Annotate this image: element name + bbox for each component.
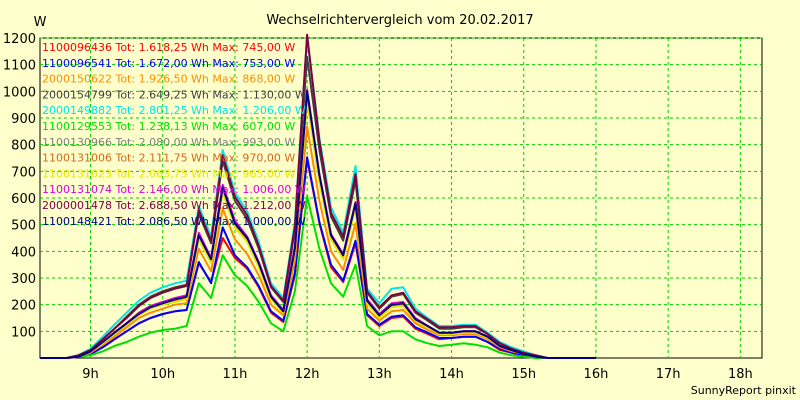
y-tick-label: 500 [11,219,36,234]
chart-title: Wechselrichtervergleich vom 20.02.2017 [266,13,533,28]
legend: 1100096436 Tot: 1.618,25 Wh Max: 745,00 … [42,41,306,228]
x-tick-label: 10h [150,367,175,382]
series-line [40,90,596,359]
y-tick-label: 100 [11,325,36,340]
series-line [40,33,596,359]
gridlines [40,37,762,358]
series-line [40,125,596,359]
y-tick-label: 1100 [3,59,36,74]
legend-entry: 1100131006 Tot: 2.111,75 Wh Max: 970,00 … [42,152,295,165]
legend-entry: 1100131074 Tot: 2.146,00 Wh Max: 1.006,0… [42,183,306,196]
legend-entry: 1100129553 Tot: 1.238,13 Wh Max: 607,00 … [42,120,295,133]
x-tick-label: 17h [656,367,681,382]
legend-entry: 1100130966 Tot: 2.080,00 Wh Max: 993,00 … [42,136,295,149]
y-tick-label: 300 [11,272,36,287]
x-tick-label: 16h [584,367,609,382]
series-line [40,195,596,359]
legend-entry: 1100096436 Tot: 1.618,25 Wh Max: 745,00 … [42,41,295,54]
y-tick-label: 700 [11,165,36,180]
legend-entry: 1100131023 Tot: 2.063,75 Wh Max: 965,00 … [42,167,295,180]
legend-entry: 1100096541 Tot: 1.672,00 Wh Max: 753,00 … [42,57,295,70]
legend-entry: 2000001478 Tot: 2.688,50 Wh Max: 1.212,0… [42,199,306,212]
y-tick-label: 1200 [3,32,36,47]
series-line [40,156,596,359]
x-axis: 9h 10h 11h 12h 13h 14h 15h 16h 17h 18h [82,367,752,382]
y-axis: 100 200 300 400 500 600 700 800 900 1000 1100 1200 [3,32,36,340]
y-tick-label: 1000 [3,85,36,100]
y-tick-label: 200 [11,299,36,314]
y-tick-label: 600 [11,192,36,207]
legend-entry: 1100148421 Tot: 2.086,50 Wh Max: 1.000,0… [42,215,306,228]
x-tick-label: 18h [728,367,753,382]
y-tick-label: 800 [11,139,36,154]
x-tick-label: 14h [439,367,464,382]
x-tick-label: 11h [223,367,248,382]
y-tick-label: 900 [11,112,36,127]
x-tick-label: 12h [295,367,320,382]
y-axis-unit: W [34,15,47,30]
y-tick-label: 400 [11,245,36,260]
series-lines [40,33,596,359]
x-tick-label: 13h [367,367,392,382]
legend-entry: 2000154799 Tot: 2.649,25 Wh Max: 1.130,0… [42,88,306,101]
legend-entry: 2000150622 Tot: 1.926,50 Wh Max: 868,00 … [42,73,295,86]
legend-entry: 2000149882 Tot: 2.801,25 Wh Max: 1.206,0… [42,104,306,117]
footer-credit: SunnyReport pinxit [691,384,797,397]
x-tick-label: 15h [511,367,536,382]
x-tick-label: 9h [82,367,99,382]
